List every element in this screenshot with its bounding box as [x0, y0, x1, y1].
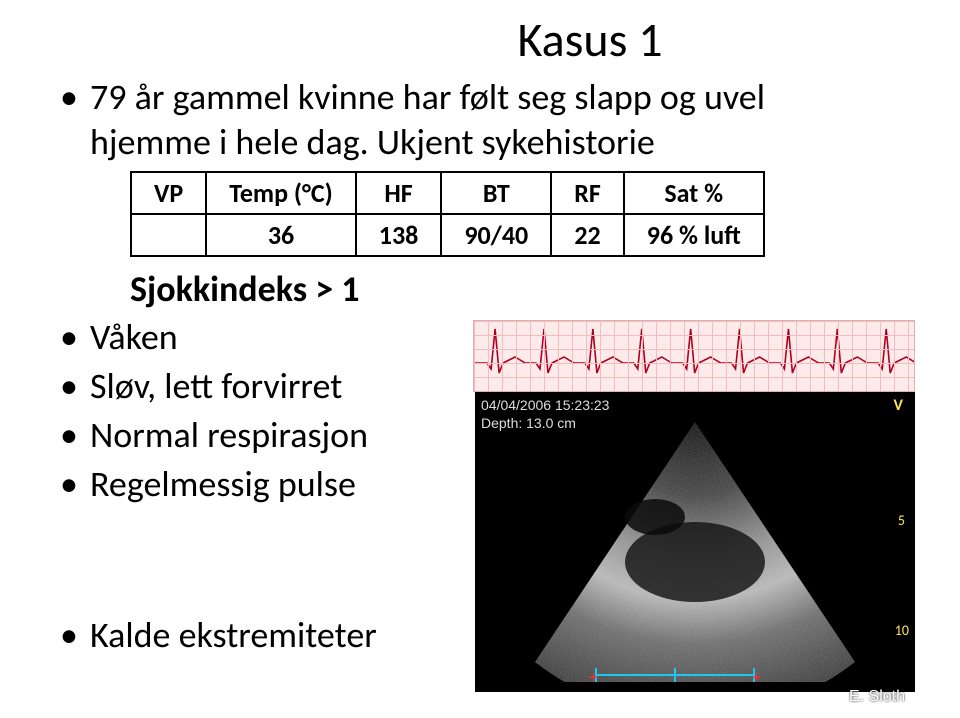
slide-title: Kasus 1	[60, 10, 920, 69]
caliper-cross-icon: +	[589, 666, 598, 688]
vitals-header: Sat %	[624, 172, 764, 214]
ecg-grid	[474, 321, 914, 391]
ultrasound-tick-10: 10	[895, 622, 909, 639]
caliper-bar: + +	[595, 668, 755, 682]
slide: Kasus 1 79 år gammel kvinne har følt seg…	[0, 0, 960, 718]
bullet-line: hjemme i hele dag. Ukjent sykehistorie	[90, 120, 655, 164]
author-credit: E. Sloth	[849, 688, 905, 706]
shock-index-line: Sjokkindeks > 1	[60, 267, 920, 311]
vitals-header: HF	[356, 172, 442, 214]
ultrasound-tick-5: 5	[898, 512, 905, 529]
vitals-table: VP Temp (°C) HF BT RF Sat % 36 138 90/40…	[130, 171, 765, 257]
ultrasound-panel: 04/04/2006 15:23:23 Depth: 13.0 cm V 5 1…	[475, 392, 915, 692]
ultrasound-sector	[505, 422, 885, 682]
ultrasound-v-label: V	[894, 396, 903, 415]
vitals-header: VP	[131, 172, 206, 214]
caliper-cross-icon: +	[752, 666, 761, 688]
bullet-list: 79 år gammel kvinne har følt seg slapp o…	[60, 75, 920, 165]
vitals-cell: 138	[356, 214, 442, 256]
vitals-cell	[131, 214, 206, 256]
ultrasound-timestamp: 04/04/2006 15:23:23	[481, 397, 609, 413]
vitals-cell: 36	[206, 214, 356, 256]
vitals-header: BT	[441, 172, 551, 214]
vitals-cell: 22	[551, 214, 624, 256]
bullet-line: 79 år gammel kvinne har følt seg slapp o…	[90, 75, 765, 119]
vitals-cell: 96 % luft	[624, 214, 764, 256]
ecg-strip	[473, 320, 915, 392]
caliper-tick	[674, 668, 676, 682]
bullet-case-intro: 79 år gammel kvinne har følt seg slapp o…	[60, 75, 920, 165]
table-row: VP Temp (°C) HF BT RF Sat %	[131, 172, 764, 214]
table-row: 36 138 90/40 22 96 % luft	[131, 214, 764, 256]
vitals-header: Temp (°C)	[206, 172, 356, 214]
vitals-cell: 90/40	[441, 214, 551, 256]
vitals-header: RF	[551, 172, 624, 214]
